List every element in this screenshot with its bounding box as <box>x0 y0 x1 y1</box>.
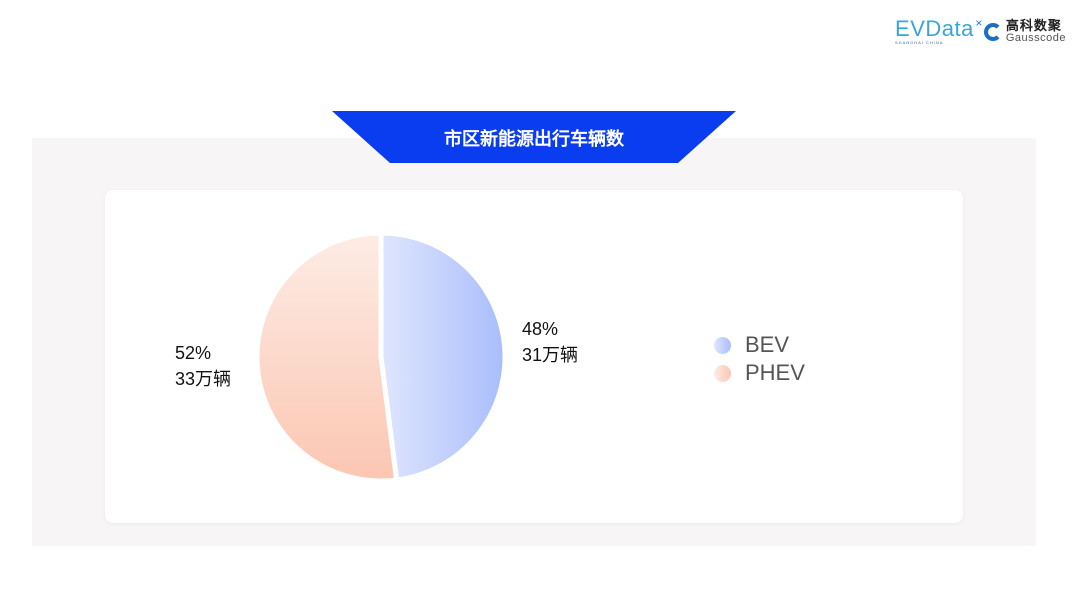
chart-title: 市区新能源出行车辆数 <box>444 129 624 149</box>
legend-item-phev: PHEV <box>714 359 805 387</box>
legend-item-bev: BEV <box>714 331 805 359</box>
legend-swatch-phev <box>714 364 731 382</box>
gausscode-logo-en: Gausscode <box>1005 32 1066 44</box>
bev-label: 48% 31万辆 <box>522 316 578 368</box>
bev-value-label: 31万辆 <box>522 345 579 365</box>
evdata-logo-text: EVData <box>895 16 974 41</box>
legend: BEV PHEV <box>714 331 805 387</box>
evdata-logo: EVData × SHANGHAI CHINA <box>895 16 983 45</box>
chart-card: 48% 31万辆 52% 33万辆 <box>105 190 963 523</box>
pie-slice-phev <box>254 230 400 484</box>
pie-slice-bev <box>378 230 508 483</box>
gausscode-logo-cn: 高科数聚 <box>1005 18 1062 33</box>
legend-swatch-bev <box>714 336 731 354</box>
gausscode-logo-icon <box>983 23 1002 41</box>
pie-chart <box>254 230 508 484</box>
evdata-logo-sub: SHANGHAI CHINA <box>895 40 944 45</box>
title-banner: 市区新能源出行车辆数 <box>332 111 736 163</box>
legend-label-bev: BEV <box>745 332 790 357</box>
legend-label-phev: PHEV <box>745 360 805 385</box>
phev-percent-label: 52% <box>175 343 212 363</box>
gausscode-logo: 高科数聚 Gausscode <box>983 18 1066 45</box>
phev-value-label: 33万辆 <box>175 369 232 389</box>
bev-percent-label: 48% <box>522 319 559 339</box>
phev-label: 52% 33万辆 <box>175 340 231 392</box>
logos: EVData × SHANGHAI CHINA 高科数聚 Gausscode <box>895 16 1066 46</box>
